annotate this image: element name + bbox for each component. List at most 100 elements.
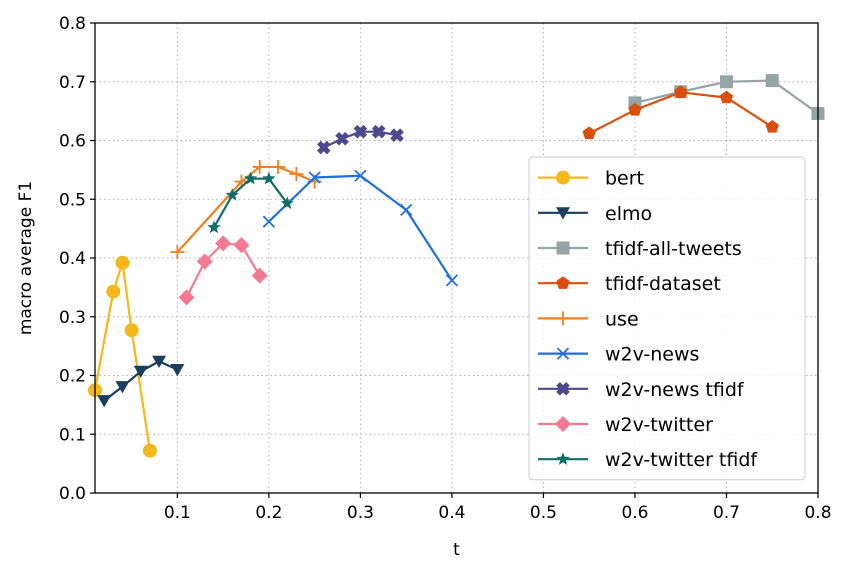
legend-item-w2v-news: w2v-news bbox=[538, 344, 699, 366]
data-point-elmo bbox=[170, 364, 185, 377]
series-line-tfidf-dataset bbox=[588, 91, 773, 135]
data-point-bert bbox=[124, 323, 139, 338]
legend-label: w2v-news tfidf bbox=[605, 379, 745, 401]
legend-item-w2v-news-tfidf: w2v-news tfidf bbox=[538, 379, 745, 401]
y-tick-label: 0.2 bbox=[59, 367, 86, 387]
x-tick-label: 0.6 bbox=[621, 503, 648, 523]
legend-swatch-marker bbox=[556, 382, 570, 396]
x-tick-label: 0.8 bbox=[804, 503, 831, 523]
series-line-w2v-twitter bbox=[185, 242, 261, 298]
legend-swatch-marker bbox=[556, 241, 570, 255]
legend-swatch-marker bbox=[556, 207, 570, 220]
legend-item-tfidf-dataset: tfidf-dataset bbox=[538, 273, 721, 295]
data-point-tfidf-dataset bbox=[719, 90, 734, 104]
legend-swatch-marker bbox=[556, 311, 570, 326]
data-point-tfidf-dataset bbox=[674, 85, 688, 98]
data-point-w2v-twitter bbox=[251, 267, 268, 284]
data-point-w2v-news-tfidf bbox=[317, 140, 331, 155]
data-point-use bbox=[289, 166, 304, 181]
legend-item-tfidf-all-tweets: tfidf-all-tweets bbox=[538, 238, 742, 260]
data-point-bert bbox=[142, 443, 157, 458]
data-point-w2v-twitter-tfidf bbox=[243, 171, 258, 185]
x-tick-label: 0.7 bbox=[713, 503, 740, 523]
series-line-w2v-twitter-tfidf bbox=[213, 177, 289, 228]
legend-box bbox=[528, 156, 806, 481]
data-point-tfidf-all-tweets bbox=[719, 75, 733, 89]
series-w2v-twitter-tfidf bbox=[207, 171, 294, 234]
data-point-w2v-news bbox=[445, 274, 459, 287]
series-layer bbox=[88, 74, 825, 458]
x-tick-label: 0.1 bbox=[164, 503, 191, 523]
data-point-w2v-news-tfidf bbox=[353, 124, 368, 139]
data-point-bert bbox=[106, 284, 121, 299]
data-point-w2v-twitter bbox=[178, 289, 195, 306]
legend-swatch-marker bbox=[556, 452, 570, 465]
data-point-w2v-news-tfidf bbox=[390, 128, 404, 143]
legend-label: elmo bbox=[605, 203, 652, 225]
y-tick-label: 0.8 bbox=[59, 14, 86, 34]
legend: bert elmo tfidf-all-tweets tfidf-dataset use… bbox=[528, 156, 806, 481]
data-point-w2v-news bbox=[262, 215, 276, 228]
data-point-tfidf-dataset bbox=[765, 119, 779, 133]
legend-swatch-marker bbox=[556, 170, 570, 185]
data-point-elmo bbox=[97, 395, 112, 408]
data-point-w2v-twitter bbox=[233, 237, 250, 254]
series-tfidf-dataset bbox=[582, 85, 779, 140]
y-tick-label: 0.7 bbox=[59, 73, 86, 93]
series-w2v-twitter bbox=[178, 235, 268, 306]
legend-swatch-marker bbox=[555, 416, 571, 432]
data-point-w2v-news-tfidf bbox=[371, 124, 386, 139]
series-line-bert bbox=[93, 261, 151, 451]
legend-label: w2v-twitter tfidf bbox=[605, 449, 758, 471]
data-point-tfidf-dataset bbox=[582, 126, 596, 140]
x-axis-label: t bbox=[453, 540, 460, 560]
data-point-w2v-twitter-tfidf bbox=[262, 171, 276, 185]
data-point-w2v-twitter-tfidf bbox=[207, 220, 221, 234]
legend-item-bert: bert bbox=[538, 168, 644, 190]
data-point-w2v-news bbox=[400, 203, 413, 216]
y-tick-label: 0.5 bbox=[59, 190, 86, 210]
legend-item-w2v-twitter: w2v-twitter bbox=[538, 414, 713, 436]
data-point-tfidf-all-tweets bbox=[765, 74, 779, 88]
data-point-use bbox=[170, 245, 185, 260]
data-point-w2v-twitter bbox=[196, 253, 213, 270]
data-point-elmo bbox=[115, 381, 130, 394]
data-point-elmo bbox=[133, 365, 148, 379]
y-tick-label: 0.0 bbox=[59, 484, 86, 504]
y-tick-label: 0.6 bbox=[59, 132, 86, 152]
y-tick-label: 0.3 bbox=[59, 308, 86, 328]
data-point-elmo bbox=[152, 355, 167, 369]
x-tick-label: 0.5 bbox=[530, 503, 557, 523]
x-tick-label: 0.4 bbox=[438, 503, 465, 523]
data-point-w2v-twitter-tfidf bbox=[280, 196, 294, 210]
data-point-use bbox=[271, 159, 286, 174]
legend-label: w2v-news bbox=[605, 344, 699, 366]
legend-label: use bbox=[605, 308, 639, 330]
legend-item-w2v-twitter-tfidf: w2v-twitter tfidf bbox=[538, 449, 758, 471]
legend-label: tfidf-all-tweets bbox=[605, 238, 742, 260]
data-point-w2v-news bbox=[354, 169, 367, 182]
x-tick-label: 0.3 bbox=[347, 503, 374, 523]
series-w2v-news bbox=[262, 169, 459, 287]
legend-label: bert bbox=[605, 168, 644, 190]
y-axis-label: macro average F1 bbox=[16, 181, 36, 335]
data-point-bert bbox=[115, 255, 130, 270]
legend-item-use: use bbox=[538, 308, 639, 330]
legend-label: w2v-twitter bbox=[605, 414, 713, 436]
legend-label: tfidf-dataset bbox=[605, 273, 721, 295]
data-point-w2v-news bbox=[308, 171, 321, 184]
series-elmo bbox=[97, 355, 185, 408]
series-bert bbox=[88, 255, 157, 458]
y-tick-label: 0.1 bbox=[59, 425, 86, 445]
series-line-w2v-news bbox=[268, 174, 453, 281]
data-point-w2v-twitter-tfidf bbox=[225, 188, 239, 201]
data-point-w2v-news-tfidf bbox=[335, 131, 349, 146]
legend-swatch-marker bbox=[556, 276, 570, 289]
y-tick-label: 0.4 bbox=[59, 249, 86, 269]
data-point-tfidf-dataset bbox=[628, 102, 642, 116]
legend-swatch-marker bbox=[556, 347, 570, 360]
series-line-use bbox=[176, 165, 316, 253]
series-w2v-news-tfidf bbox=[317, 124, 404, 155]
data-point-use bbox=[252, 159, 267, 174]
